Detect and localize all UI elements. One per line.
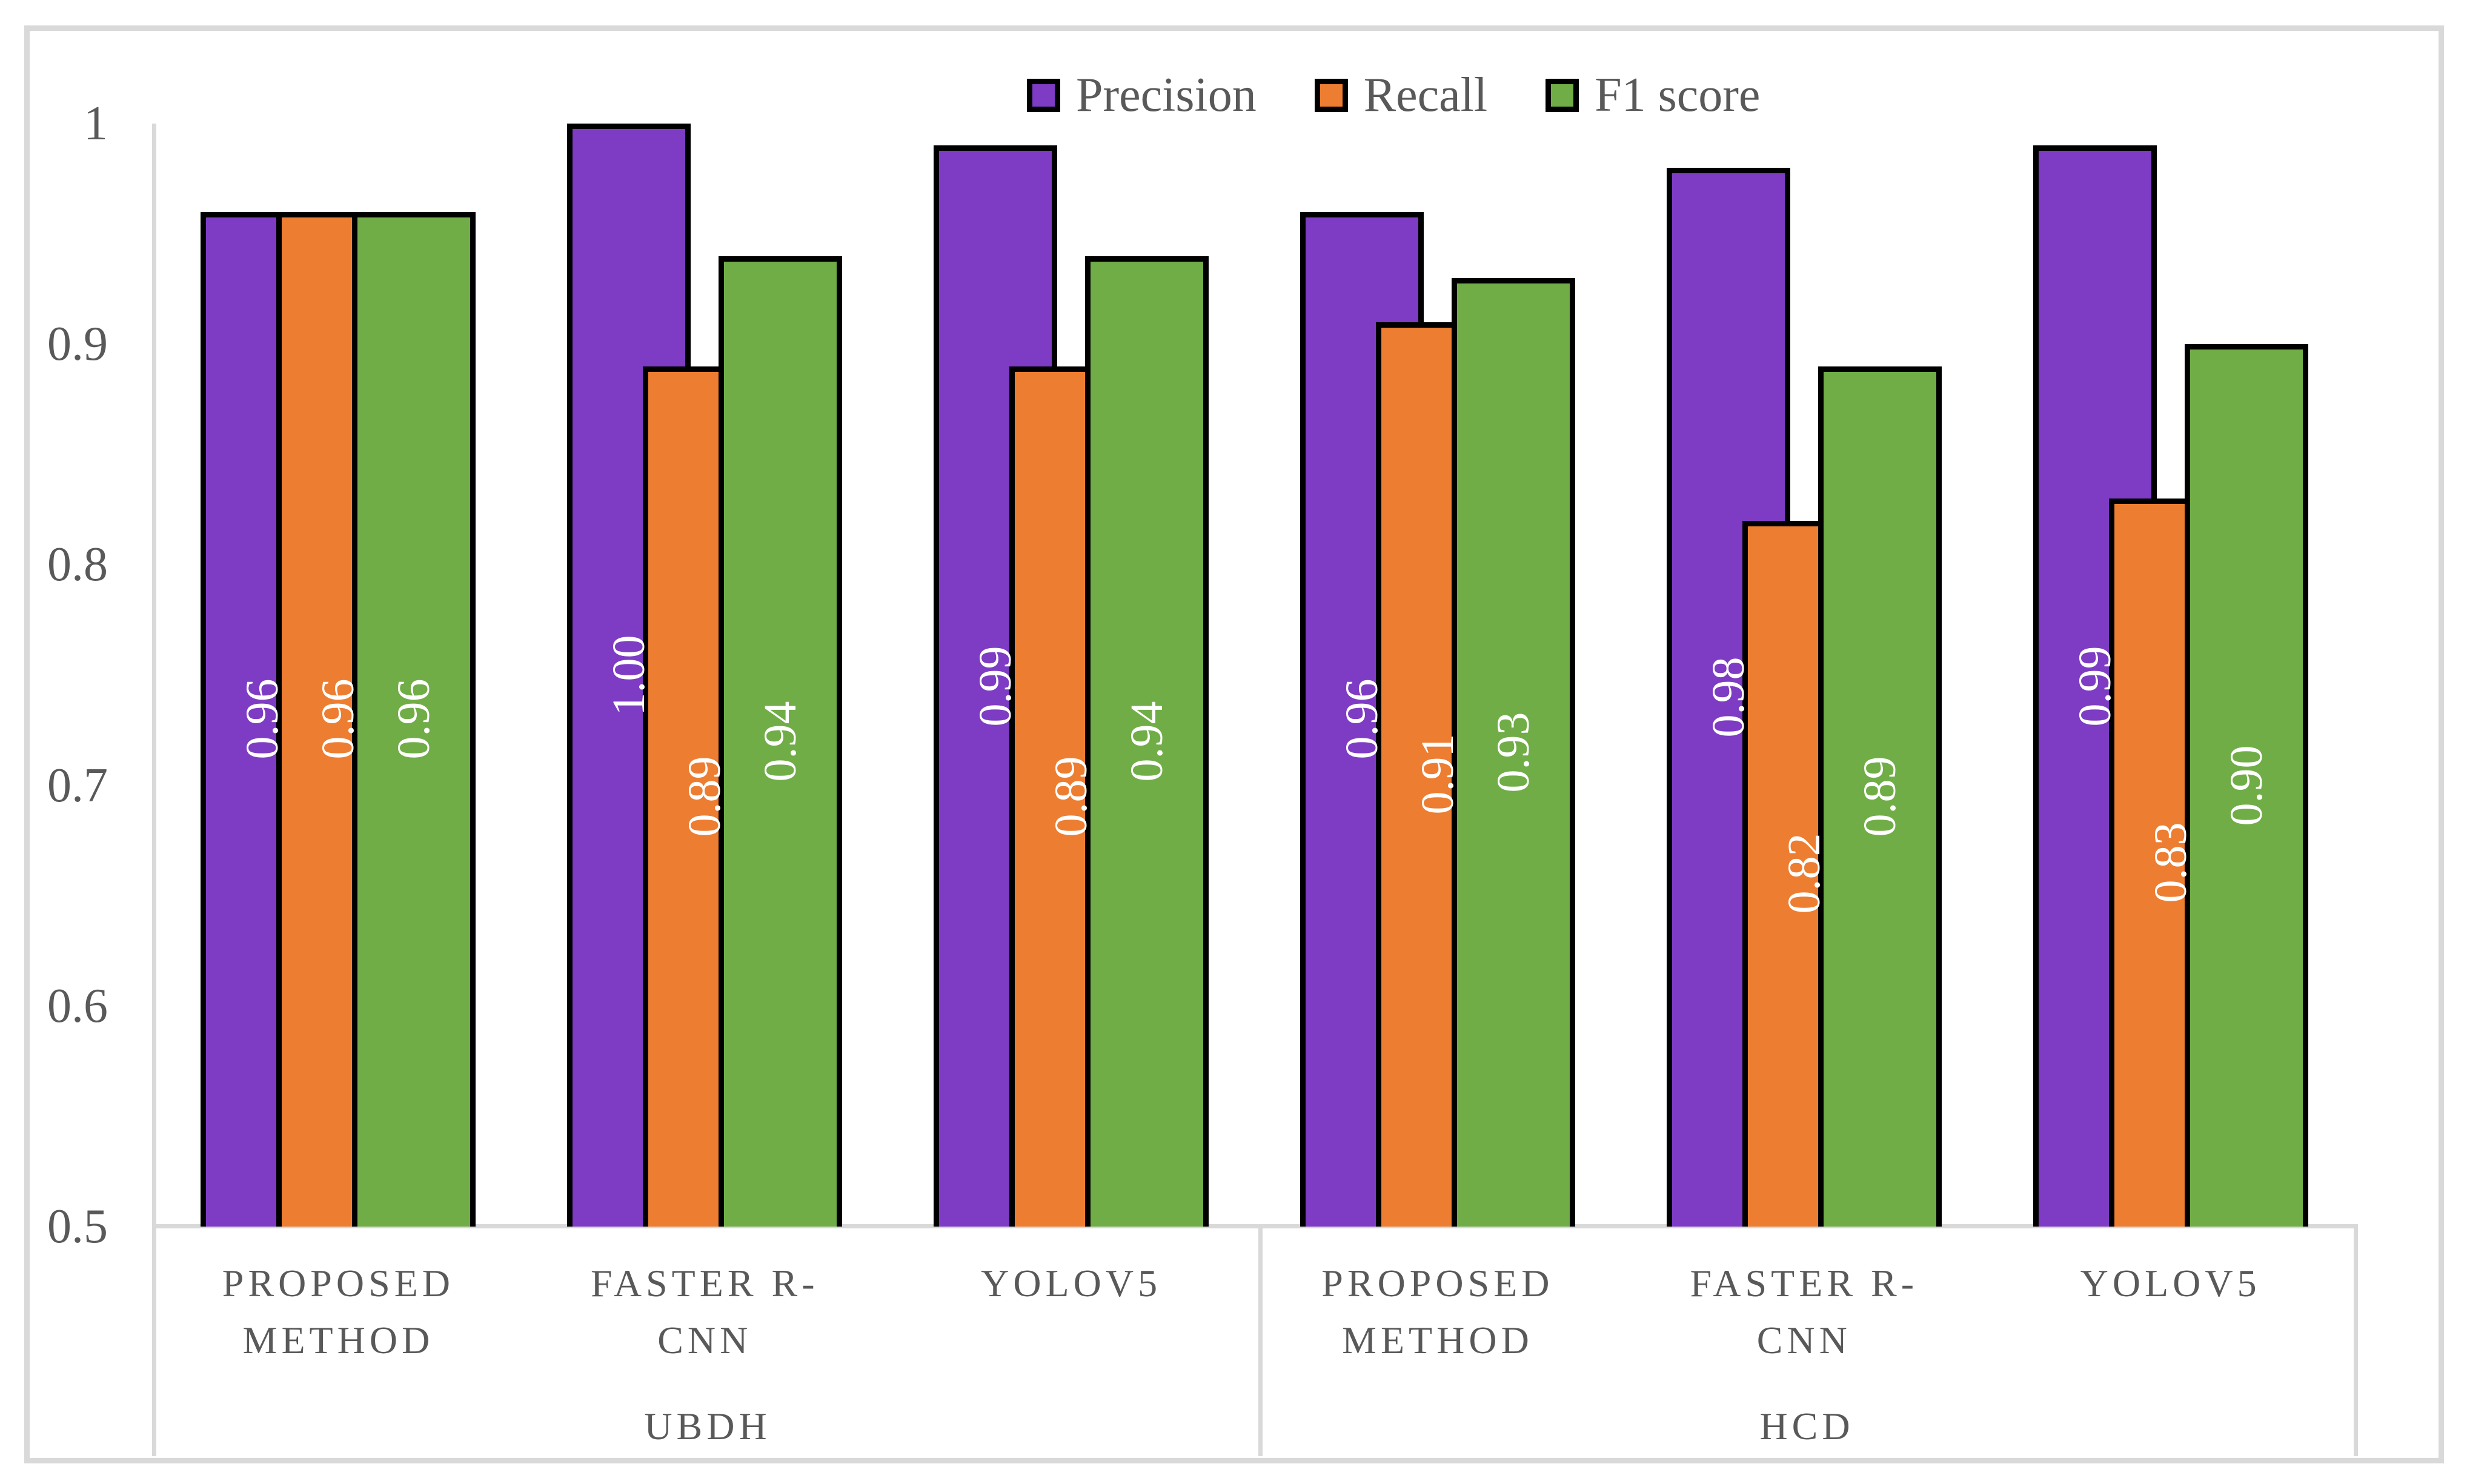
legend-label: F1 score — [1595, 68, 1761, 122]
bar-f1-score — [1451, 277, 1575, 1227]
bar-data-label: 0.83 — [2145, 822, 2196, 903]
bar-data-label: 0.89 — [1046, 756, 1097, 837]
figure-border — [24, 25, 2444, 1463]
legend-label: Recall — [1363, 68, 1488, 122]
legend-label: Precision — [1076, 68, 1257, 122]
bar-data-label: 0.96 — [237, 678, 288, 760]
bar-data-label: 0.89 — [679, 756, 731, 837]
bar-f1-score — [1818, 366, 1942, 1227]
y-tick-label: 0.6 — [47, 979, 108, 1033]
precision-swatch-icon — [1027, 78, 1060, 112]
bar-f1-score — [1085, 256, 1209, 1227]
bar-f1-score — [2184, 344, 2308, 1227]
category-label: FASTER R- CNN — [590, 1262, 819, 1362]
bar-data-label: 1.00 — [603, 635, 655, 715]
legend-item-recall: Recall — [1314, 68, 1488, 122]
bar-data-label: 0.94 — [1121, 701, 1173, 782]
dataset-group-label: UBDH — [644, 1405, 771, 1448]
category-label: YOLOV5 — [2080, 1262, 2261, 1305]
legend-item-precision: Precision — [1027, 70, 1257, 121]
bar-data-label: 0.91 — [1412, 734, 1463, 815]
bar-f1-score — [719, 256, 843, 1227]
category-label: FASTER R- CNN — [1690, 1262, 1919, 1362]
bar-data-label: 0.93 — [1487, 712, 1539, 793]
bar-data-label: 0.99 — [2069, 646, 2120, 727]
y-tick-label: 0.9 — [47, 317, 108, 371]
bar-data-label: 0.96 — [388, 678, 440, 760]
bar-data-label: 0.99 — [970, 646, 1021, 727]
recall-swatch-icon — [1314, 78, 1348, 112]
dataset-group-label: HCD — [1759, 1405, 1854, 1448]
x-axis-baseline — [152, 1224, 2358, 1228]
bar-data-label: 0.82 — [1778, 833, 1830, 914]
f1-score-swatch-icon — [1546, 78, 1579, 112]
category-divider-middle — [1258, 1224, 1263, 1456]
category-label: PROPOSED METHOD — [222, 1262, 455, 1362]
bar-data-label: 0.94 — [755, 701, 806, 782]
category-label: PROPOSED METHOD — [1321, 1262, 1554, 1362]
legend-item-f1-score: F1 score — [1546, 70, 1760, 121]
y-tick-label: 1 — [84, 97, 108, 150]
y-axis-line — [152, 124, 156, 1456]
y-tick-label: 0.7 — [47, 758, 108, 812]
legend: Precision Recall F1 score — [1027, 68, 1760, 122]
category-divider-right — [2354, 1224, 2358, 1456]
category-label: YOLOV5 — [981, 1262, 1162, 1305]
bar-data-label: 0.96 — [313, 678, 364, 760]
bar-data-label: 0.90 — [2220, 745, 2272, 826]
y-tick-label: 0.8 — [47, 538, 108, 592]
bar-data-label: 0.96 — [1336, 678, 1387, 760]
bar-f1-score — [352, 211, 476, 1227]
bar-data-label: 0.89 — [1854, 756, 1905, 837]
bar-data-label: 0.98 — [1702, 657, 1754, 738]
y-tick-label: 0.5 — [47, 1200, 108, 1253]
